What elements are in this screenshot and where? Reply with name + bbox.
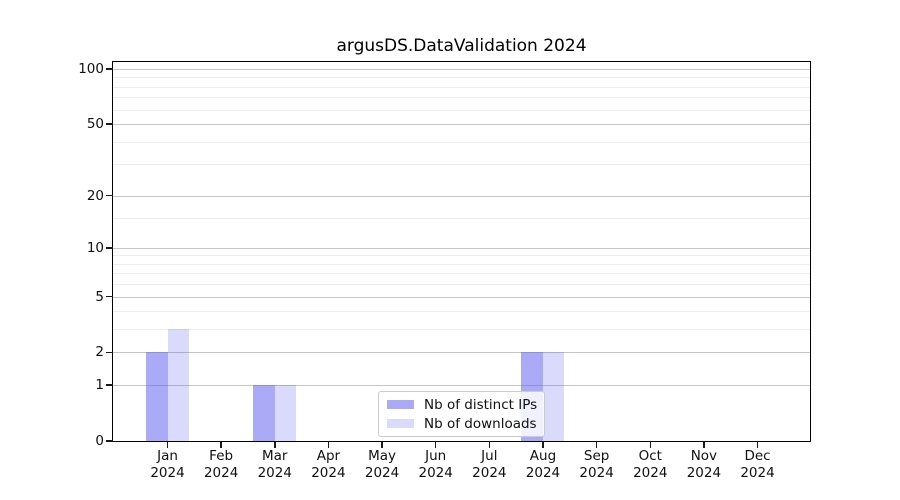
x-tick-label-year: 2024 [525,465,561,481]
y-tick-label: 5 [95,288,104,305]
x-tick-label-month: Jun [425,448,447,464]
x-tick-label: Jan 2024 [136,448,200,482]
x-tick-label-year: 2024 [364,465,400,481]
x-tick-label-year: 2024 [418,465,453,481]
x-tick-label-month: Feb [209,448,234,464]
x-tick-label: Apr 2024 [296,448,360,482]
x-tick-label: Oct 2024 [618,448,682,482]
x-tick-label: May 2024 [350,448,414,482]
x-tick-label-month: Dec [744,448,771,464]
bar-downloads-aug [542,352,565,441]
x-tick-label-month: Sep [583,448,610,464]
x-tick-label: Nov 2024 [672,448,736,482]
major-gridline [113,385,810,387]
y-tick-label: 20 [86,187,104,204]
x-tick-label-year: 2024 [311,465,346,481]
x-tick-label-month: Nov [690,448,718,464]
x-tick-mark [756,442,759,448]
y-tick-label: 10 [86,239,104,256]
x-tick-mark [542,442,544,448]
legend-row-distinct-ips: Nb of distinct IPs [387,396,538,413]
x-tick-mark [274,442,276,448]
legend-row-downloads: Nb of downloads [387,415,537,432]
y-tick-mark [106,68,113,70]
x-tick-mark [327,442,330,448]
x-tick-label-month: Apr [316,448,341,464]
minor-gridline [113,86,810,88]
minor-gridline [113,311,810,313]
x-tick-label-year: 2024 [686,465,722,481]
major-gridline [113,124,810,126]
y-tick-label: 2 [95,344,104,361]
minor-gridline [113,141,810,143]
legend-swatch-distinct-ips [387,400,414,409]
x-tick-label-month: Jul [481,448,498,464]
minor-gridline [113,263,810,265]
minor-gridline [113,284,810,286]
x-tick-label-year: 2024 [633,465,668,481]
chart-title: argusDS.DataValidation 2024 [336,36,587,56]
y-tick-label: 50 [86,116,104,133]
minor-gridline [113,217,810,219]
x-tick-mark [703,442,705,448]
plot-area: Nb of distinct IPs Nb of downloads [112,61,811,442]
x-tick-label-month: Jan [157,448,178,464]
x-tick-label-year: 2024 [472,465,507,481]
x-tick-label: Sep 2024 [565,448,629,482]
bar-downloads-jan [167,329,189,441]
x-tick-label-month: May [368,448,396,464]
major-gridline [113,352,810,354]
y-tick-mark [106,123,113,125]
x-tick-label-year: 2024 [579,465,614,481]
x-tick-label: Mar 2024 [243,448,307,482]
x-tick-label-year: 2024 [203,465,239,481]
major-gridline [113,68,810,70]
x-tick-mark [166,442,169,448]
x-tick-mark [595,442,598,448]
x-tick-label-year: 2024 [740,465,775,481]
minor-gridline [113,255,810,257]
x-tick-label: Jun 2024 [404,448,468,482]
x-tick-mark [381,442,383,448]
x-tick-label-month: Mar [262,448,288,464]
x-tick-label: Jul 2024 [457,448,521,482]
y-tick-label: 100 [78,60,104,77]
y-tick-mark [106,384,113,386]
y-tick-mark [106,440,113,442]
y-tick-label: 0 [95,433,104,449]
bar-distinct-ips-mar [253,385,275,441]
x-tick-mark [220,442,222,448]
minor-gridline [113,109,810,111]
y-tick-mark [106,295,113,298]
x-tick-label-month: Oct [638,448,662,464]
minor-gridline [113,329,810,331]
y-tick-mark [106,194,113,197]
x-tick-label: Feb 2024 [189,448,253,482]
legend-label-distinct-ips: Nb of distinct IPs [424,396,538,413]
y-tick-mark [106,351,113,354]
x-tick-label: Dec 2024 [726,448,790,482]
legend-swatch-downloads [387,419,414,428]
x-tick-label-year: 2024 [257,465,292,481]
minor-gridline [113,97,810,99]
x-tick-label-month: Aug [529,448,557,464]
bar-downloads-mar [274,385,297,441]
legend-label-downloads: Nb of downloads [424,415,537,432]
minor-gridline [113,77,810,79]
y-tick-label: 1 [95,377,104,394]
minor-gridline [113,164,810,166]
major-gridline [113,247,810,249]
y-tick-mark [106,246,113,249]
minor-gridline [113,273,810,275]
legend: Nb of distinct IPs Nb of downloads [378,391,545,437]
major-gridline [113,296,810,298]
x-tick-mark [488,442,491,448]
x-tick-mark [434,442,437,448]
x-tick-label-year: 2024 [150,465,185,481]
x-tick-mark [649,442,651,448]
x-tick-label: Aug 2024 [511,448,575,482]
major-gridline [113,195,810,197]
bar-distinct-ips-jan [146,352,168,441]
